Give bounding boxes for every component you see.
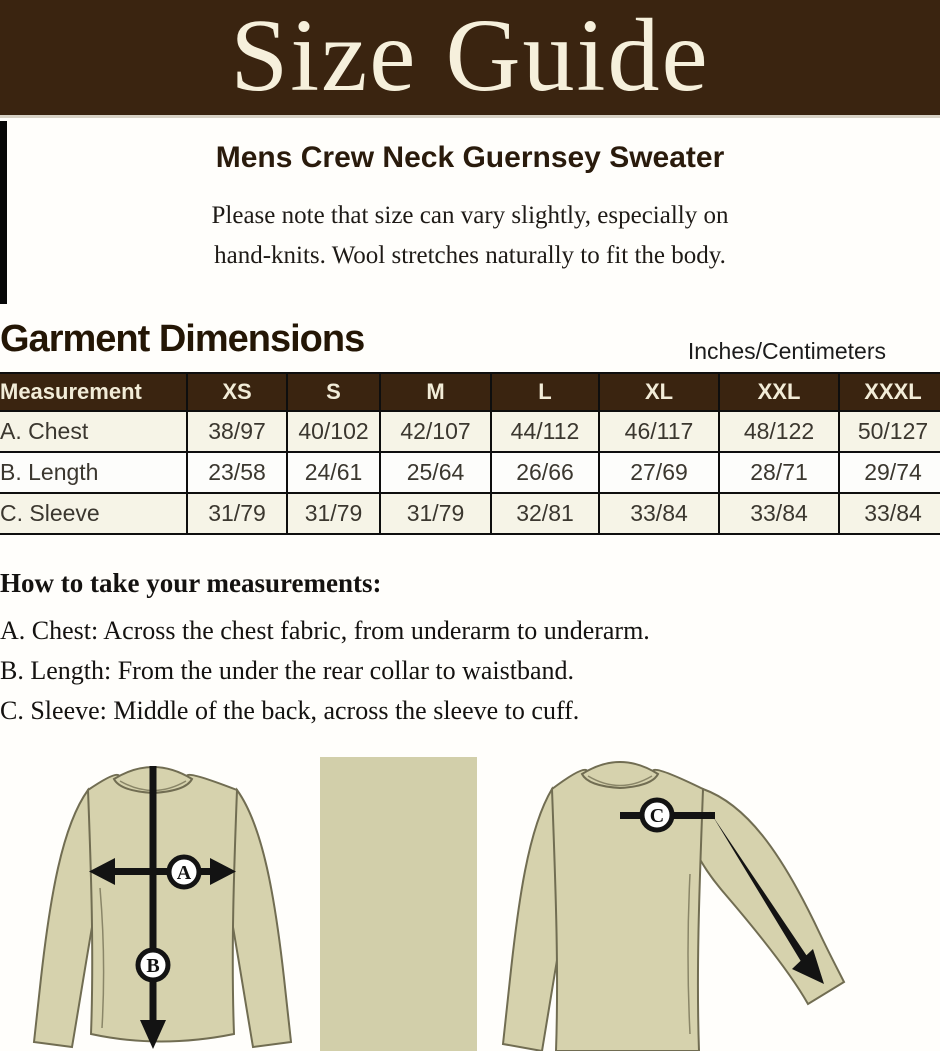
length-l: 26/66 [490,451,600,494]
col-header-xl: XL [598,372,720,412]
sweater-right-sleeve [223,787,293,1049]
length-xs: 23/58 [186,451,288,494]
row-label-sleeve: C. Sleeve [0,492,188,535]
sleeve-xs: 31/79 [186,492,288,535]
length-xl: 27/69 [598,451,720,494]
chest-m: 42/107 [379,410,492,453]
units-label: Inches/Centimeters [687,338,886,364]
sleeve-m: 31/79 [379,492,492,535]
sleeve-arrow-line-diagonal [709,810,815,973]
sweater-sleeve-diagram: C [501,761,846,1051]
chest-arrow-head-right [210,858,236,885]
col-header-xxl: XXL [718,372,840,412]
length-arrow-line [149,766,157,1024]
chest-xxxl: 50/127 [838,410,940,453]
length-marker-label: B [146,955,159,977]
row-label-length: B. Length [0,451,188,494]
left-edge-strip [0,121,7,304]
sleeve-marker-circle [639,797,675,833]
howto-item-length: B. Length: From the under the rear colla… [0,656,575,685]
product-subtitle: Mens Crew Neck Guernsey Sweater [215,141,725,174]
col-header-l: L [490,372,600,412]
dimensions-heading: Garment Dimensions [0,318,365,360]
col-header-s: S [286,372,381,412]
sleeve-xl: 33/84 [598,492,720,535]
howto-section: How to take your measurements: A. Chest:… [0,568,850,731]
howto-item-chest: A. Chest: Across the chest fabric, from … [0,616,650,645]
fabric-swatch [320,757,477,1051]
size-table: Measurement XS S M L XL XXL XXXL A. Ches… [0,372,940,535]
chest-l: 44/112 [490,410,600,453]
sleeve-xxxl: 33/84 [838,492,940,535]
table-row-chest: A. Chest 38/97 40/102 42/107 44/112 46/1… [0,410,940,453]
col-header-measurement: Measurement [0,372,188,412]
sleeve-marker-label: C [650,805,664,827]
sizing-note-line2: hand-knits. Wool stretches naturally to … [214,242,726,269]
sleeve-xxl: 33/84 [718,492,840,535]
length-marker-circle [135,947,171,983]
chest-marker-circle [166,854,202,890]
table-row-length: B. Length 23/58 24/61 25/64 26/66 27/69 … [0,451,940,494]
chest-marker-label: A [177,862,192,884]
col-header-xxxl: XXXL [838,372,940,412]
chest-arrow-head-left [89,858,115,885]
sweater-collar [580,761,660,790]
sweater-body [86,773,239,1043]
length-m: 25/64 [379,451,492,494]
sizing-note-line1: Please note that size can vary slightly,… [211,202,729,229]
sweater-left-sleeve [32,787,102,1049]
sleeve-s: 31/79 [286,492,381,535]
page-title: Size Guide [230,0,710,113]
length-s: 24/61 [286,451,381,494]
sleeve-arrow-head [792,949,824,984]
table-header-row: Measurement XS S M L XL XXL XXXL [0,372,940,412]
chest-xl: 46/117 [598,410,720,453]
sleeve-l: 32/81 [490,492,600,535]
page-banner: Size Guide [0,0,940,118]
length-xxl: 28/71 [718,451,840,494]
chest-s: 40/102 [286,410,381,453]
sizing-note: Please note that size can vary slightly,… [0,196,940,276]
chest-xxl: 48/122 [718,410,840,453]
length-xxxl: 29/74 [838,451,940,494]
chest-xs: 38/97 [186,410,288,453]
collar-foldline [587,775,653,787]
howto-item-sleeve: C. Sleeve: Middle of the back, across th… [0,696,580,725]
sweater-extended-sleeve [694,787,846,1006]
table-row-sleeve: C. Sleeve 31/79 31/79 31/79 32/81 33/84 … [0,492,940,535]
sweater-front-diagram: A B [32,766,293,1049]
howto-heading: How to take your measurements: [0,568,382,598]
row-label-chest: A. Chest [0,410,188,453]
body-foldline [687,873,691,1035]
length-arrow-head [140,1020,166,1049]
chest-arrow-line [104,868,222,875]
body-foldline [99,887,105,1029]
col-header-m: M [379,372,492,412]
col-header-xs: XS [186,372,288,412]
